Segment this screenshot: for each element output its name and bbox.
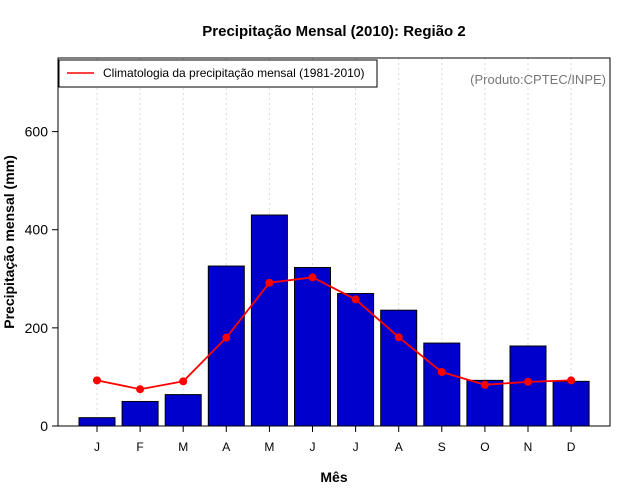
climatology-point-9 [437,368,446,377]
x-tick-label: M [178,440,188,454]
climatology-point-7 [351,295,360,304]
x-tick-label: N [524,440,533,454]
x-tick-label: J [94,440,100,454]
climatology-point-1 [93,376,101,385]
y-tick-label: 0 [40,418,48,434]
bar-2 [121,400,159,427]
climatology-point-11 [524,377,532,386]
credit-text: (Produto:CPTEC/INPE) [470,72,606,87]
plot-frame [57,57,611,427]
chart-title: Precipitação Mensal (2010): Região 2 [202,23,465,40]
bar-12 [552,380,590,427]
legend-label: Climatologia da precipitação mensal (198… [103,66,364,80]
y-tick-label: 200 [25,320,49,336]
climatology-point-12 [567,376,576,385]
climatology-point-3 [179,377,188,386]
x-tick-label: S [438,440,446,454]
x-tick-label: A [395,440,403,454]
bar-4 [207,265,245,427]
climatology-point-6 [308,273,317,282]
legend-box [58,59,378,88]
bars [78,214,590,427]
climatology-point-4 [222,333,231,342]
climatology-line [93,273,576,394]
y-tick-label: 400 [25,222,49,238]
y-tick-label: 600 [25,124,49,140]
bar-9 [423,342,461,427]
bar-5 [250,214,288,427]
bar-6 [294,267,331,427]
bar-7 [337,293,375,427]
climatology-series-line [96,276,572,391]
legend: Climatologia da precipitação mensal (198… [58,59,378,88]
x-tick-label: M [264,440,274,454]
x-tick-label: J [310,440,316,454]
bar-8 [380,309,418,427]
bar-3 [164,394,202,427]
climatology-point-5 [265,278,274,287]
x-tick-label: D [567,440,576,454]
x-tick-label: O [480,440,489,454]
x-tick-label: F [136,440,143,454]
climatology-point-10 [480,380,489,389]
y-axis: 0 200 400 600 [25,124,58,434]
bar-1 [78,417,116,427]
bar-11 [509,345,547,427]
x-axis-label: Mês [320,469,347,485]
x-tick-label: J [353,440,359,454]
y-axis-label: Precipitação mensal (mm) [1,155,17,329]
climatology-point-2 [136,385,145,394]
grid [96,58,572,426]
x-tick-label: A [222,440,230,454]
climatology-point-8 [394,333,403,342]
